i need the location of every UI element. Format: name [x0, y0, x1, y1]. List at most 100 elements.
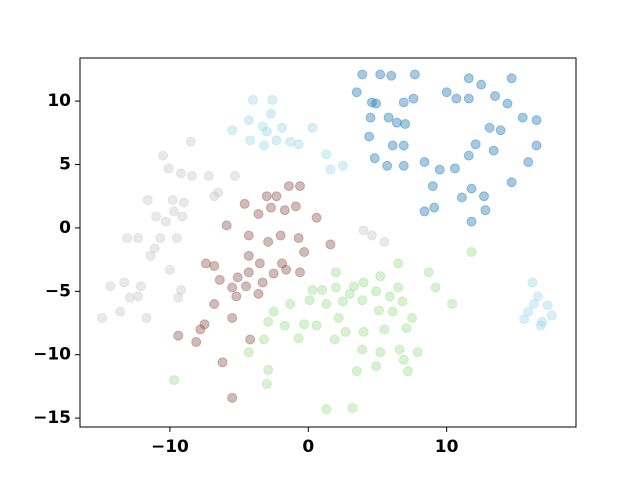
point	[227, 312, 238, 323]
point	[145, 250, 156, 261]
point	[519, 314, 530, 325]
point	[466, 216, 477, 227]
point	[267, 94, 278, 105]
point	[393, 282, 404, 293]
point	[257, 277, 268, 288]
point	[232, 272, 243, 283]
point	[375, 347, 386, 358]
point	[299, 319, 310, 330]
point	[227, 282, 238, 293]
point	[285, 299, 296, 309]
point	[243, 250, 254, 261]
point	[169, 206, 180, 217]
point	[160, 216, 171, 227]
point	[325, 164, 336, 175]
y-tick-label: −5	[45, 281, 71, 301]
point	[371, 361, 382, 372]
point	[97, 312, 108, 323]
point	[191, 337, 202, 348]
point	[321, 299, 332, 309]
point	[227, 125, 238, 136]
point	[177, 211, 188, 222]
point	[254, 258, 265, 269]
point	[263, 236, 274, 247]
point	[495, 125, 506, 136]
point	[173, 330, 184, 341]
point	[532, 291, 543, 302]
point	[294, 181, 305, 192]
point	[259, 140, 270, 151]
point	[337, 296, 348, 307]
point	[115, 306, 126, 317]
point	[379, 324, 390, 335]
point	[141, 312, 152, 323]
point	[407, 312, 418, 323]
point	[366, 230, 377, 241]
point	[528, 299, 539, 309]
y-tick-label: 5	[59, 155, 71, 175]
point	[423, 267, 434, 278]
point	[463, 73, 474, 84]
point	[546, 310, 557, 321]
point	[257, 121, 268, 132]
x-tick-label: −10	[151, 437, 189, 457]
point	[231, 291, 242, 302]
point	[337, 160, 348, 171]
point	[527, 277, 538, 288]
point	[357, 69, 368, 80]
point	[531, 115, 542, 126]
point	[351, 87, 362, 98]
point	[245, 334, 256, 345]
point	[285, 136, 296, 147]
point	[502, 98, 513, 109]
point	[133, 233, 144, 244]
point	[506, 177, 517, 188]
point	[158, 150, 169, 161]
point	[307, 122, 318, 133]
point	[195, 324, 206, 335]
point	[265, 202, 276, 213]
point	[373, 305, 384, 316]
point	[203, 170, 214, 181]
point	[365, 112, 376, 123]
point	[329, 334, 340, 345]
point	[268, 306, 279, 317]
point	[470, 139, 481, 150]
point	[209, 191, 220, 202]
point	[164, 264, 175, 275]
point	[394, 344, 405, 355]
point	[268, 268, 279, 279]
point	[535, 320, 546, 331]
point	[344, 288, 355, 299]
point	[229, 170, 240, 181]
point	[261, 126, 272, 137]
point	[391, 117, 402, 128]
point	[199, 319, 210, 330]
point	[463, 150, 474, 161]
point	[466, 247, 477, 258]
point	[239, 198, 250, 209]
point	[484, 122, 495, 133]
point	[398, 354, 409, 365]
point	[243, 115, 254, 126]
point	[169, 375, 180, 386]
point	[163, 163, 174, 174]
point	[542, 300, 553, 311]
point	[133, 291, 144, 302]
point	[276, 122, 287, 133]
y-tick-label: 10	[47, 91, 71, 111]
point	[441, 87, 452, 98]
point	[488, 145, 499, 156]
point	[333, 312, 344, 323]
x-tick-label: 10	[435, 437, 459, 457]
point	[178, 197, 189, 208]
point	[293, 333, 304, 344]
point	[386, 70, 397, 81]
point	[434, 164, 445, 175]
point	[506, 73, 517, 84]
point	[155, 233, 166, 244]
point	[537, 316, 548, 327]
point	[243, 230, 254, 241]
point	[347, 402, 358, 413]
